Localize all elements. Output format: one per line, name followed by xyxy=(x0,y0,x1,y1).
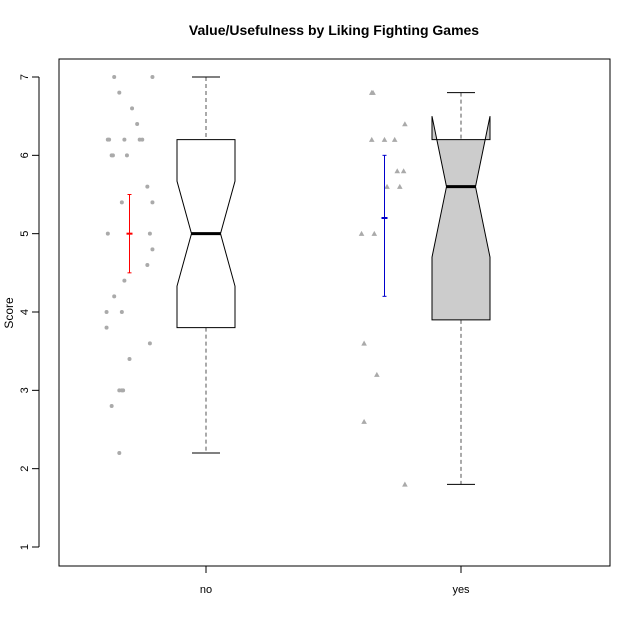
data-point-circle xyxy=(145,184,150,189)
data-point-circle xyxy=(150,75,155,79)
chart-title: Value/Usefulness by Liking Fighting Game… xyxy=(189,22,479,38)
data-point-circle xyxy=(105,137,110,142)
y-tick-label: 6 xyxy=(19,152,31,158)
jitter-points xyxy=(104,75,408,487)
data-point-circle xyxy=(117,451,122,455)
data-point-circle xyxy=(150,200,155,205)
data-point-triangle xyxy=(358,230,365,236)
data-point-circle xyxy=(119,310,124,314)
data-point-circle xyxy=(110,153,115,158)
y-axis-title: Score xyxy=(2,297,16,329)
data-point-circle xyxy=(104,325,109,330)
data-point-circle xyxy=(109,404,114,408)
y-axis: 1 2 3 4 5 6 7 xyxy=(19,74,40,550)
data-point-circle xyxy=(124,153,129,158)
data-point-triangle xyxy=(402,481,408,487)
y-tick-label: 3 xyxy=(19,387,31,393)
data-point-circle xyxy=(104,310,109,314)
data-point-triangle xyxy=(397,183,403,189)
data-point-circle xyxy=(122,278,127,283)
y-tick-label: 5 xyxy=(19,231,31,237)
data-point-circle xyxy=(130,106,135,111)
data-point-triangle xyxy=(371,230,378,236)
data-point-circle xyxy=(112,75,117,79)
data-point-circle xyxy=(121,388,126,393)
data-point-triangle xyxy=(374,371,380,377)
data-point-triangle xyxy=(384,183,390,189)
x-tick-label: no xyxy=(200,584,212,596)
data-point-circle xyxy=(122,137,127,142)
data-point-circle xyxy=(127,357,132,361)
data-point-circle xyxy=(140,137,145,142)
data-point-triangle xyxy=(381,136,388,142)
mean-error-bars xyxy=(126,154,388,297)
data-point-triangle xyxy=(391,136,398,142)
data-point-triangle xyxy=(394,168,401,174)
data-point-triangle xyxy=(370,89,376,95)
data-point-circle xyxy=(119,200,124,205)
data-point-triangle xyxy=(361,418,367,424)
data-point-circle xyxy=(145,263,150,267)
x-axis: no yes xyxy=(200,565,470,596)
data-point-circle xyxy=(147,231,152,236)
box-group xyxy=(176,76,491,485)
notched-box xyxy=(431,116,491,321)
data-point-circle xyxy=(135,122,140,126)
plot-frame xyxy=(58,58,611,567)
y-tick-label: 1 xyxy=(19,544,31,550)
y-tick-label: 4 xyxy=(19,309,31,315)
y-tick-label: 7 xyxy=(19,74,31,80)
data-point-triangle xyxy=(400,168,407,174)
data-point-triangle xyxy=(368,136,375,142)
data-point-circle xyxy=(105,231,110,236)
data-point-circle xyxy=(150,247,155,252)
data-point-circle xyxy=(147,341,152,346)
x-tick-label: yes xyxy=(452,584,470,596)
y-tick-label: 2 xyxy=(19,466,31,472)
data-point-circle xyxy=(117,90,122,95)
data-point-triangle xyxy=(361,340,367,346)
data-point-circle xyxy=(112,294,117,299)
data-point-triangle xyxy=(402,121,408,127)
